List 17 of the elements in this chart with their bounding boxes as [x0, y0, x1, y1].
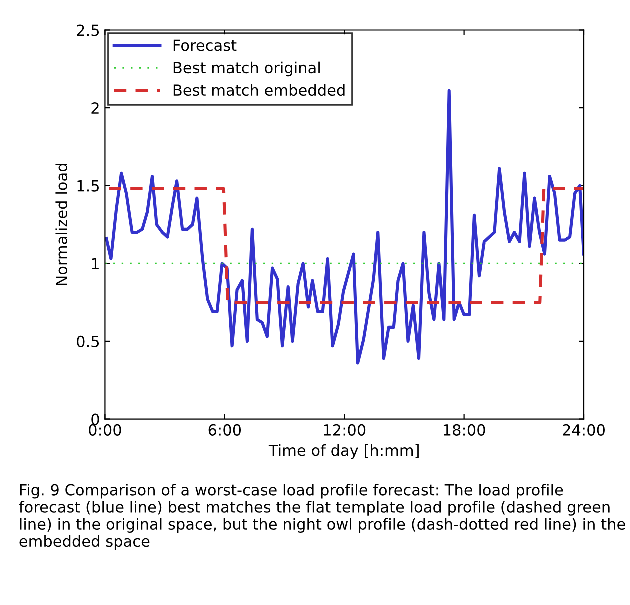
y-tick-label: 2.5 — [77, 24, 100, 36]
legend-label: Forecast — [174, 40, 237, 52]
caption: Fig. 9 Comparison of a worst-case load profile forecast: The load profile forecast (blue line) best matches the flat template load profile (dashed green line) in the original space, but the night owl profile (dash-dotted red line) in the embedded space — [19, 484, 626, 550]
y-tick-label: 1.5 — [78, 180, 100, 192]
y-axis-title: Normalized load — [56, 164, 68, 286]
x-tick-label: 18:00 — [444, 424, 486, 436]
y-tick-label: 0 — [92, 414, 100, 426]
x-tick-label: 12:00 — [324, 424, 366, 436]
y-tick-label: 0.5 — [77, 336, 100, 348]
legend-label: Best match embedded — [174, 84, 345, 96]
x-axis-title: Time of day [h:mm] — [268, 444, 419, 460]
y-tick-label: 1 — [92, 258, 99, 270]
x-tick-label: 0:00 — [89, 424, 122, 436]
legend-label: Best match original — [174, 62, 320, 77]
y-tick-label: 2 — [92, 102, 99, 114]
x-tick-label: 6:00 — [208, 424, 242, 436]
x-tick-label: 24:00 — [563, 424, 606, 436]
